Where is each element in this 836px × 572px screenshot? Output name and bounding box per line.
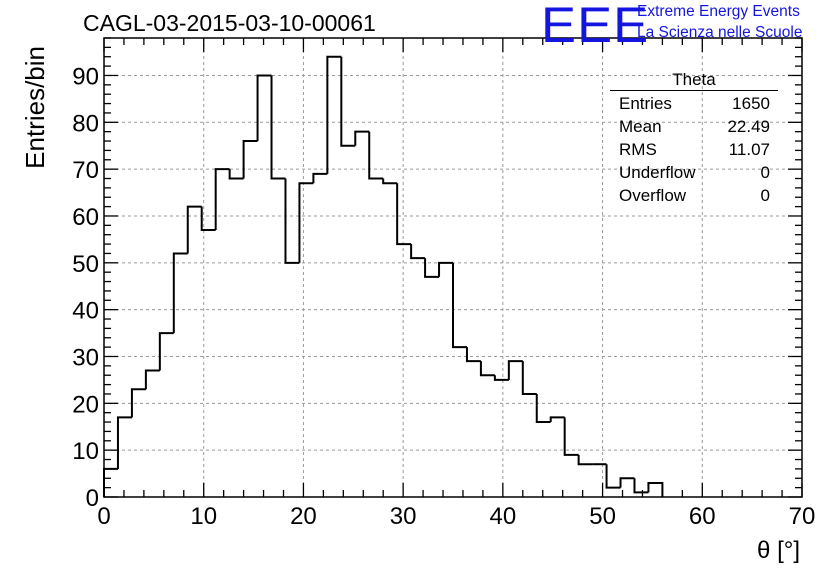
stats-label: Mean: [619, 117, 662, 136]
histogram-bin: [619, 477, 635, 488]
histogram-bin: [577, 454, 593, 466]
axis-ticks: [103, 37, 803, 498]
histogram-bin: [158, 332, 174, 371]
x-axis-label: θ [°]: [757, 537, 800, 564]
y-tick-label: 0: [86, 485, 99, 512]
histogram-bin: [200, 206, 216, 232]
histogram-bin: [214, 168, 230, 231]
histogram-bars: [103, 55, 664, 497]
x-tick-label: 30: [390, 503, 417, 530]
histogram-bin: [424, 258, 440, 278]
histogram-bin: [647, 481, 664, 497]
stats-value: 22.49: [727, 117, 770, 136]
x-tick-label: 10: [190, 503, 217, 530]
histogram-bin: [507, 360, 523, 380]
stats-value: 11.07: [728, 140, 770, 159]
stats-row-underflow: Underflow 0: [610, 161, 778, 184]
stats-label: RMS: [619, 140, 657, 159]
x-tick-label: 50: [589, 503, 616, 530]
histogram-bin: [368, 131, 384, 180]
stats-title: Theta: [610, 70, 778, 91]
y-tick-label: 50: [72, 251, 99, 278]
y-tick-label: 20: [72, 391, 99, 418]
x-tick-label: 60: [689, 503, 716, 530]
stats-label: Overflow: [619, 186, 687, 205]
histogram-bin: [144, 369, 160, 390]
logo-line-1: Extreme Energy Events: [637, 3, 800, 20]
histogram-bin: [410, 244, 426, 260]
y-tick-label: 40: [72, 298, 99, 325]
histogram-bin: [340, 56, 356, 147]
histogram-bin: [549, 416, 565, 423]
y-axis-label: Entries/bin: [20, 46, 50, 169]
stats-row-rms: RMS 11.07: [610, 138, 778, 161]
x-tick-label: 70: [789, 503, 816, 530]
histogram-bin: [605, 464, 621, 489]
y-tick-label: 80: [72, 110, 99, 137]
chart-title: CAGL-03-2015-03-10-00061: [83, 10, 376, 36]
y-tick-label: 10: [72, 438, 99, 465]
histogram-bin: [354, 130, 370, 146]
stats-value: 0: [760, 163, 770, 182]
y-tick-label: 70: [72, 157, 99, 184]
x-tick-label: 40: [490, 503, 517, 530]
plot-frame: [103, 37, 803, 498]
stats-value: 0: [760, 186, 770, 205]
logo-line-2: La Scienza nelle Scuole: [637, 24, 803, 41]
histogram-bin: [465, 347, 481, 363]
histogram-bin: [382, 178, 398, 185]
histogram-bin: [130, 388, 146, 418]
stats-row-entries: Entries 1650: [610, 92, 778, 115]
histogram-bin: [186, 205, 202, 254]
stats-row-overflow: Overflow 0: [610, 184, 778, 207]
histogram-bin: [633, 478, 649, 494]
stats-value: 1650: [732, 94, 770, 113]
stats-box: Theta Entries 1650 Mean 22.49 RMS 11.07 …: [610, 70, 778, 207]
histogram-bin: [563, 417, 579, 456]
histogram-bin: [270, 75, 286, 180]
y-tick-label: 30: [72, 344, 99, 371]
histogram-bin: [535, 393, 551, 424]
histogram-bin: [242, 140, 258, 179]
stats-label: Entries: [619, 94, 672, 113]
histogram-bin: [438, 261, 453, 277]
histogram-bin: [452, 262, 467, 349]
histogram-bin: [521, 361, 537, 395]
x-tick-label: 0: [97, 503, 110, 530]
y-tick-label: 60: [72, 204, 99, 231]
histogram-bin: [284, 178, 300, 264]
y-tick-label: 90: [72, 63, 99, 90]
histogram-bin: [493, 375, 509, 381]
x-tick-label: 20: [290, 503, 317, 530]
histogram-bin: [256, 74, 272, 142]
histogram-bin: [298, 182, 314, 263]
stats-row-mean: Mean 22.49: [610, 115, 778, 138]
histogram-bin: [172, 252, 188, 334]
eee-logo: EEE: [541, 0, 650, 53]
histogram-bin: [228, 169, 244, 180]
histogram-bin: [116, 416, 132, 469]
stats-label: Underflow: [619, 163, 696, 182]
histogram-bin: [396, 183, 412, 246]
histogram-bin: [326, 55, 342, 174]
histogram-bin: [103, 467, 118, 497]
tick-labels: 0 10 20 30 40 50 60 70 0 10 20 30 40 50 60 70 80 90: [72, 63, 815, 530]
histogram-bin: [479, 361, 495, 377]
histogram-bin: [312, 172, 328, 184]
